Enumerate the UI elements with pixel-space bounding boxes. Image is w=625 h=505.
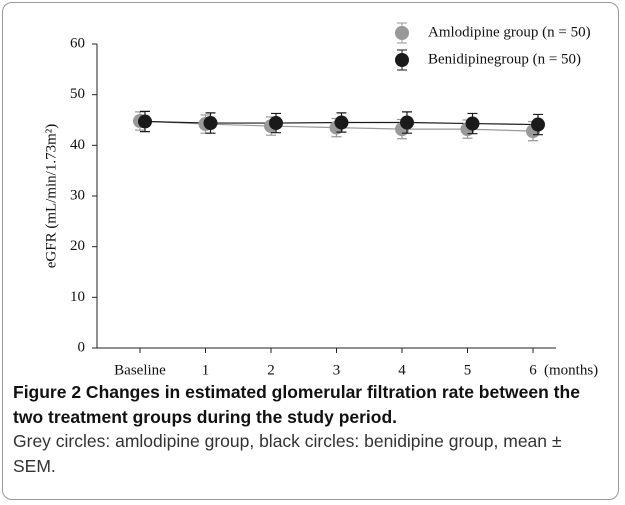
x-axis-label: (months): [544, 362, 598, 378]
y-tick-label: 50: [70, 86, 85, 102]
data-point: [203, 116, 218, 131]
data-point: [269, 116, 283, 131]
figure-frame: [2, 2, 619, 500]
legend-label: Benidipinegroup (n = 50): [428, 51, 581, 67]
x-tick-label: 3: [333, 362, 341, 378]
y-tick-label: 10: [70, 289, 85, 305]
y-axis-label: eGFR (mL/min/1.73m²): [43, 124, 59, 269]
y-tick-label: 0: [78, 339, 86, 355]
x-tick-label: 1: [202, 362, 210, 378]
data-point: [334, 115, 349, 130]
legend-label: Amlodipine group (n = 50): [428, 24, 591, 40]
x-tick-label: Baseline: [114, 362, 166, 378]
y-tick-label: 30: [70, 187, 85, 203]
y-tick-label: 20: [70, 238, 85, 254]
data-point: [400, 115, 414, 130]
legend-marker: [395, 26, 409, 40]
data-point: [531, 117, 545, 132]
x-tick-label: 5: [464, 362, 472, 378]
x-tick-label: 4: [398, 362, 406, 378]
caption-title: Figure 2 Changes in estimated glomerular…: [13, 382, 580, 427]
y-tick-label: 40: [70, 137, 85, 153]
chart: eGFR (mL/min/1.73m²) (months) 0 10 20 30 40 5…: [43, 22, 598, 378]
legend-marker: [395, 53, 409, 67]
data-point: [465, 116, 480, 131]
data-point: [138, 114, 152, 129]
x-tick-label: 6: [529, 362, 537, 378]
caption: Figure 2 Changes in estimated glomerular…: [13, 380, 588, 478]
x-tick-label: 2: [267, 362, 275, 378]
caption-text: Grey circles: amlodipine group, black ci…: [13, 431, 562, 476]
y-tick-label: 60: [70, 35, 85, 51]
